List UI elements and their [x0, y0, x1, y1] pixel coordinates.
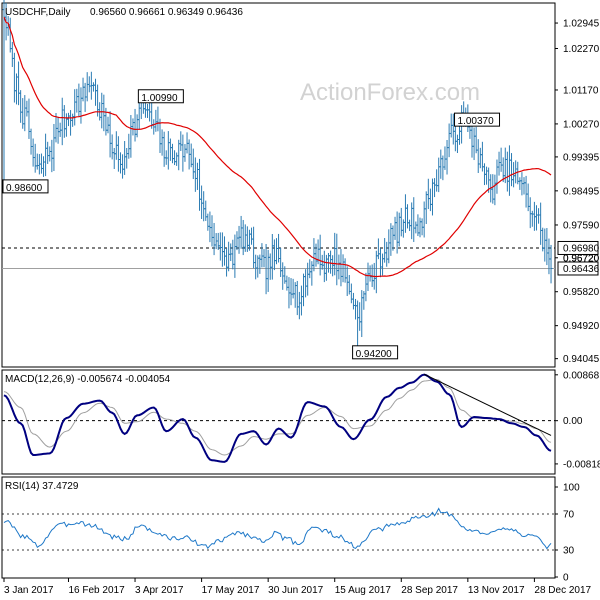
y-tick-label: 100	[563, 483, 580, 494]
x-tick-label: 15 Aug 2017	[335, 585, 392, 596]
y-tick-label: -0.00818	[563, 459, 600, 470]
x-tick-label: 28 Dec 2017	[534, 585, 591, 596]
price-annotation-label: 1.00990	[141, 93, 178, 104]
y-tick-label: 0.96720	[563, 253, 600, 264]
price-annotation-box	[454, 112, 501, 127]
signal-line	[3, 378, 552, 456]
rsi-title: RSI(14) 37.4729	[5, 481, 79, 492]
price-panel: ActionForex.com 1.00990 0.98600 1.00370 0.9…	[1, 0, 600, 368]
y-tick-label: 0.94045	[563, 354, 600, 365]
x-tick-label: 16 Feb 2017	[68, 585, 125, 596]
x-tick-label: 17 May 2017	[202, 585, 260, 596]
rsi-line	[3, 507, 552, 550]
y-tick-label: 30	[563, 546, 575, 557]
y-tick-label: 0	[563, 573, 569, 584]
price-annotation-label: 1.00370	[458, 116, 495, 127]
macd-panel: MACD(12,26,9) -0.005674 -0.004054 0.0086…	[1, 369, 600, 475]
y-tick-label: 0.97590	[563, 220, 600, 231]
macd-line	[3, 373, 552, 463]
y-tick-label: 0.00	[563, 416, 583, 427]
price-level-label: 0.96436	[563, 264, 600, 275]
y-tick-label: 0.98495	[563, 186, 600, 197]
x-tick-label: 30 Jun 2017	[268, 585, 323, 596]
price-annotation-box	[352, 345, 399, 360]
price-annotation-box	[2, 179, 49, 194]
y-tick-label: 1.00270	[563, 119, 600, 130]
price-panel-frame	[1, 2, 556, 368]
y-tick-label: 0.00868	[563, 370, 600, 381]
x-tick-label: 3 Jan 2017	[4, 585, 54, 596]
macd-panel-frame	[1, 369, 556, 475]
price-annotation-box	[137, 89, 184, 104]
y-tick-label: 1.01170	[563, 85, 599, 96]
price-right-label: 0.96720	[563, 253, 600, 264]
y-tick-label: 0.94920	[563, 321, 600, 332]
y-tick-label: 0.95820	[563, 287, 600, 298]
y-tick-label: 0.99395	[563, 152, 600, 163]
ohlc-bar	[549, 244, 553, 284]
rsi-panel: RSI(14) 37.4729 100 70 30 0	[1, 476, 580, 584]
price-level-label: 0.96980	[563, 243, 600, 254]
y-tick-label: 1.02270	[563, 44, 600, 55]
watermark: ActionForex.com	[300, 79, 480, 106]
x-tick-label: 13 Nov 2017	[468, 585, 525, 596]
x-axis: 3 Jan 2017 16 Feb 2017 3 Apr 2017 17 May 20…	[3, 578, 592, 596]
y-tick-label: 70	[563, 510, 575, 521]
rsi-panel-frame	[1, 476, 556, 579]
macd-title: MACD(12,26,9) -0.005674 -0.004054	[5, 374, 171, 385]
moving-average-line	[3, 16, 552, 278]
price-level-tag	[557, 240, 599, 255]
macd-trendline	[423, 373, 552, 436]
price-level-tag	[557, 261, 599, 276]
price-annotation-label: 0.98600	[6, 183, 43, 194]
ohlc-values: 0.96560 0.96661 0.96349 0.96436	[90, 7, 243, 18]
x-tick-label: 28 Sep 2017	[401, 585, 458, 596]
y-tick-label: 1.02945	[563, 19, 600, 30]
price-chart-title: USDCHF,Daily	[5, 7, 71, 18]
price-annotation-label: 0.94200	[356, 349, 393, 360]
x-tick-label: 3 Apr 2017	[135, 585, 184, 596]
